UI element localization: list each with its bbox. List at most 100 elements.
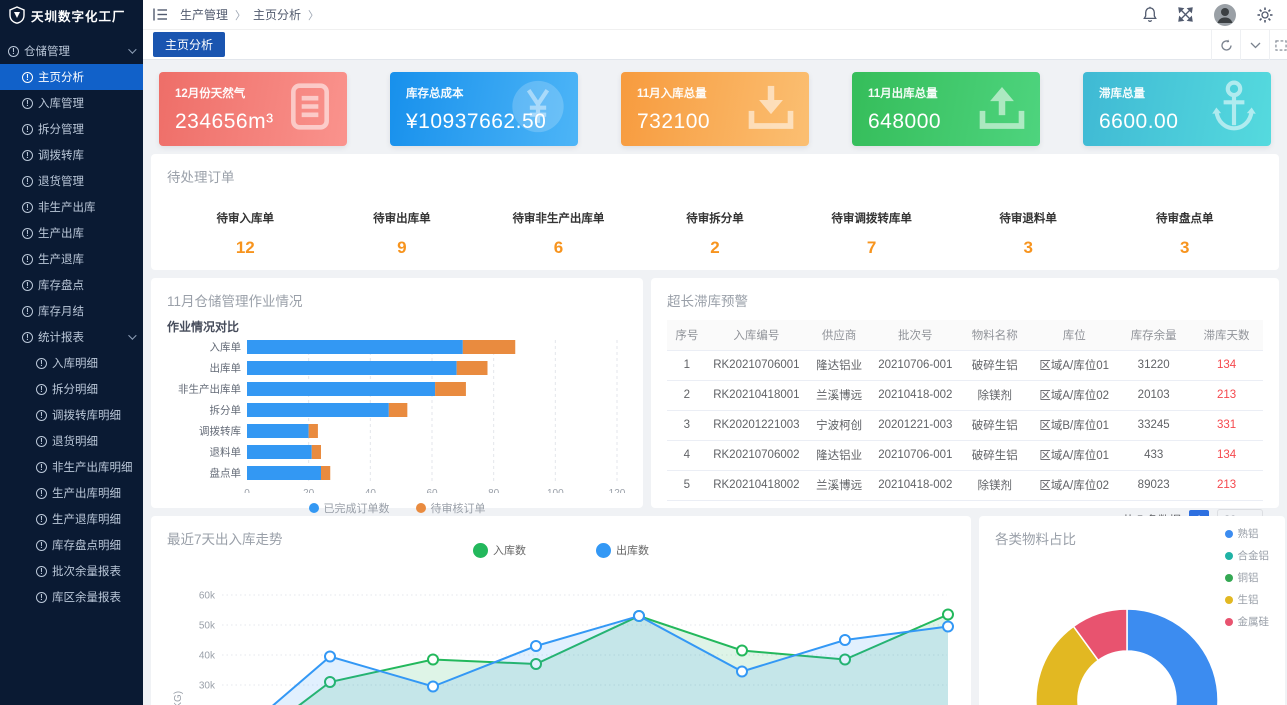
sidebar-item-批次余量报表[interactable]: ! 批次余量报表: [0, 558, 143, 584]
bar-segment-已完成订单数[interactable]: [247, 445, 312, 459]
chevron-down-icon[interactable]: [1240, 30, 1269, 60]
sidebar-item-拆分明细[interactable]: ! 拆分明细: [0, 376, 143, 402]
legend-item-铜铝[interactable]: 铜铝: [1224, 570, 1270, 585]
sidebar-item-仓储管理[interactable]: ! 仓储管理: [0, 38, 143, 64]
table-row[interactable]: 3 RK20201221003 宁波柯创 20201221-003 破碎生铝 区域B/库位…: [667, 410, 1263, 441]
pending-panel-title: 待处理订单: [167, 170, 235, 185]
tab-home-analysis[interactable]: 主页分析: [153, 32, 226, 57]
pie-slice-熟铝[interactable]: [1126, 608, 1219, 705]
table-row[interactable]: 2 RK20210418001 兰溪博远 20210418-002 除镁剂 区域A/库位0…: [667, 380, 1263, 411]
sidebar-item-非生产出库[interactable]: ! 非生产出库: [0, 194, 143, 220]
avatar[interactable]: [1213, 3, 1237, 27]
bar-segment-已完成订单数[interactable]: [247, 382, 436, 396]
table-row[interactable]: 5 RK20210418002 兰溪博远 20210418-002 除镁剂 区域A/库位0…: [667, 470, 1263, 501]
pie-slice-金属硅[interactable]: [1072, 608, 1128, 662]
bar-segment-已完成订单数[interactable]: [247, 424, 309, 438]
sidebar-item-库存月结[interactable]: ! 库存月结: [0, 298, 143, 324]
legend-item-金属硅[interactable]: 金属硅: [1224, 614, 1269, 629]
legend-item-待审核订单[interactable]: 待审核订单: [415, 500, 486, 516]
legend-item-生铝[interactable]: 生铝: [1224, 592, 1270, 607]
table-row[interactable]: 4 RK20210706002 隆达铝业 20210706-001 破碎生铝 区域A/库位…: [667, 440, 1263, 471]
legend-item-出库数[interactable]: 出库数: [596, 542, 649, 558]
legend-item-已完成订单数[interactable]: 已完成订单数: [308, 500, 390, 516]
sidebar-item-拆分管理[interactable]: ! 拆分管理: [0, 116, 143, 142]
svg-text:出库单: 出库单: [210, 362, 242, 375]
table-col-库位: 库位: [1031, 320, 1118, 351]
data-point-入库数[interactable]: [427, 653, 439, 666]
sidebar-item-生产出库[interactable]: ! 生产出库: [0, 220, 143, 246]
pending-item-待审退料单[interactable]: 待审退料单 3: [950, 210, 1107, 258]
data-point-入库数[interactable]: [530, 658, 542, 670]
sidebar-item-入库管理[interactable]: ! 入库管理: [0, 90, 143, 116]
legend-dot-icon: [415, 503, 426, 513]
table-row[interactable]: 1 RK20210706001 隆达铝业 20210706-001 破碎生铝 区域A/库位…: [667, 350, 1263, 381]
bar-segment-待审核订单[interactable]: [435, 382, 466, 396]
stat-card-11月入库总量[interactable]: 11月入库总量 732100: [621, 72, 809, 146]
bar-segment-已完成订单数[interactable]: [247, 361, 457, 375]
bar-segment-待审核订单[interactable]: [321, 466, 331, 480]
pending-item-待审调拨转库单[interactable]: 待审调拨转库单 7: [793, 210, 950, 258]
stat-card-12月份天然气[interactable]: 12月份天然气 234656m³: [159, 72, 347, 146]
sidebar-item-主页分析[interactable]: ! 主页分析: [0, 64, 143, 90]
pending-orders-panel: 待处理订单 待审入库单 12 待审出库单 9 待审非生产出库单 6 待审拆分单 2 待审调拨转库…: [151, 154, 1279, 270]
data-point-出库数[interactable]: [839, 634, 851, 646]
legend-dot-icon: [1224, 595, 1233, 604]
data-point-出库数[interactable]: [633, 610, 645, 622]
bar-segment-已完成订单数[interactable]: [247, 403, 389, 417]
data-point-出库数[interactable]: [427, 680, 439, 693]
data-point-出库数[interactable]: [530, 640, 542, 652]
legend-item-合金铝[interactable]: 合金铝: [1224, 548, 1269, 563]
bar-segment-待审核订单[interactable]: [308, 424, 318, 438]
pending-item-待审拆分单[interactable]: 待审拆分单 2: [637, 210, 794, 258]
sidebar-item-库区余量报表[interactable]: ! 库区余量报表: [0, 584, 143, 610]
data-point-入库数[interactable]: [736, 644, 748, 657]
bar-segment-待审核订单[interactable]: [462, 340, 516, 354]
data-point-出库数[interactable]: [736, 665, 748, 678]
expand-icon[interactable]: [1178, 7, 1193, 22]
sidebar-item-生产出库明细[interactable]: ! 生产出库明细: [0, 480, 143, 506]
stat-card-滞库总量[interactable]: 滞库总量 6600.00: [1083, 72, 1271, 146]
breadcrumb-item[interactable]: 主页分析: [253, 8, 302, 22]
data-point-出库数[interactable]: [942, 620, 954, 633]
data-point-出库数[interactable]: [324, 650, 336, 663]
svg-text:0: 0: [244, 488, 250, 493]
data-point-入库数[interactable]: [942, 608, 954, 621]
sidebar-item-入库明细[interactable]: ! 入库明细: [0, 350, 143, 376]
pending-item-待审盘点单[interactable]: 待审盘点单 3: [1106, 210, 1263, 258]
fullscreen-icon[interactable]: [1269, 30, 1287, 60]
data-point-入库数[interactable]: [839, 653, 851, 666]
sidebar-item-退货明细[interactable]: ! 退货明细: [0, 428, 143, 454]
sidebar-item-调拨转库[interactable]: ! 调拨转库: [0, 142, 143, 168]
bar-segment-已完成订单数[interactable]: [247, 466, 321, 480]
stat-card-库存总成本[interactable]: 库存总成本 ¥10937662.50: [390, 72, 578, 146]
line-panel-title: 最近7天出入库走势: [167, 532, 283, 547]
bar-segment-已完成订单数[interactable]: [247, 340, 463, 354]
sidebar-item-非生产出库明细[interactable]: ! 非生产出库明细: [0, 454, 143, 480]
sidebar-item-退货管理[interactable]: ! 退货管理: [0, 168, 143, 194]
sidebar-item-库存盘点[interactable]: ! 库存盘点: [0, 272, 143, 298]
sidebar-item-统计报表[interactable]: ! 统计报表: [0, 324, 143, 350]
circle-exclamation-icon: !: [36, 435, 47, 447]
pending-item-待审出库单[interactable]: 待审出库单 9: [324, 210, 481, 258]
svg-text:20: 20: [303, 488, 315, 493]
sidebar-item-库存盘点明细[interactable]: ! 库存盘点明细: [0, 532, 143, 558]
legend-label: 入库数: [493, 545, 526, 557]
sidebar-item-生产退库明细[interactable]: ! 生产退库明细: [0, 506, 143, 532]
refresh-icon[interactable]: [1211, 30, 1240, 60]
stat-card-11月出库总量[interactable]: 11月出库总量 648000: [852, 72, 1040, 146]
sidebar-item-生产退库[interactable]: ! 生产退库: [0, 246, 143, 272]
bell-icon[interactable]: [1142, 6, 1158, 23]
gear-icon[interactable]: [1257, 7, 1273, 23]
bar-segment-待审核订单[interactable]: [388, 403, 408, 417]
breadcrumb-item[interactable]: 生产管理: [180, 8, 229, 22]
bar-segment-待审核订单[interactable]: [311, 445, 321, 459]
bar-segment-待审核订单[interactable]: [456, 361, 488, 375]
table-cell: 20210706-001: [872, 440, 959, 471]
sidebar-item-调拨转库明细[interactable]: ! 调拨转库明细: [0, 402, 143, 428]
collapse-sidebar-icon[interactable]: [153, 8, 168, 21]
pending-item-待审入库单[interactable]: 待审入库单 12: [167, 210, 324, 258]
data-point-入库数[interactable]: [324, 676, 336, 688]
legend-item-熟铝[interactable]: 熟铝: [1224, 526, 1270, 541]
legend-item-入库数[interactable]: 入库数: [473, 542, 526, 558]
pending-item-待审非生产出库单[interactable]: 待审非生产出库单 6: [480, 210, 637, 258]
